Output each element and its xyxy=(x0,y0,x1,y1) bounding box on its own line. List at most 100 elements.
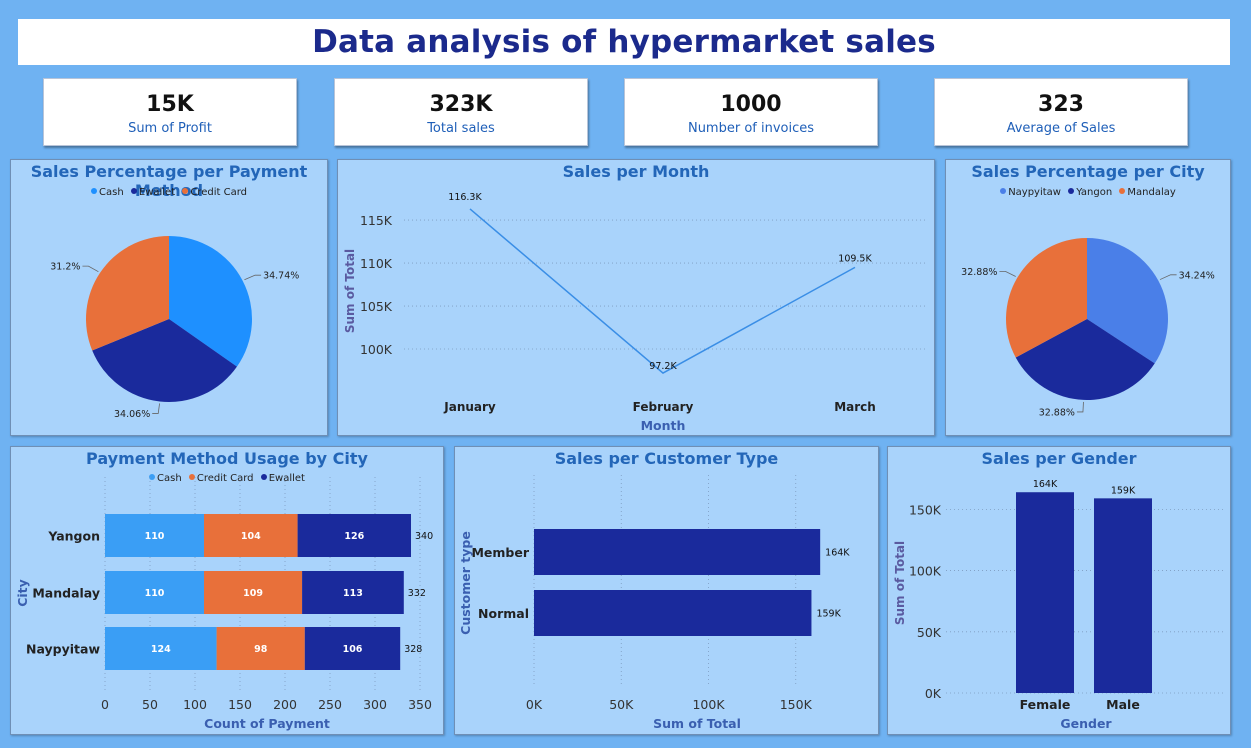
pie-slice xyxy=(1006,238,1087,358)
payment-pie-chart: 34.74% 34.06% 31.2% xyxy=(50,236,299,420)
pie-slice xyxy=(1087,238,1168,364)
city-pie-chart: 34.24% 32.88% 32.88% xyxy=(961,238,1215,418)
y-tick-label: 115K xyxy=(360,213,393,228)
total-label: 332 xyxy=(408,588,426,599)
legend-item: Yangon xyxy=(1068,187,1112,198)
bar xyxy=(534,529,821,575)
total-label: 340 xyxy=(415,531,433,542)
legend-item: Ewallet xyxy=(260,473,305,484)
y-tick-label: Yangon xyxy=(47,529,100,544)
pie-data-label: 34.24% xyxy=(1179,270,1215,281)
pie-leader-line xyxy=(1159,274,1177,280)
x-axis-title: Sum of Total xyxy=(653,716,741,731)
month-line-chart: 100K 105K 110K 115K 116.3K January 97.2K Februa… xyxy=(343,192,928,433)
y-tick-label: 100K xyxy=(909,564,942,579)
data-label: 97.2K xyxy=(649,361,677,372)
bar xyxy=(1016,492,1074,693)
line-series xyxy=(469,208,856,374)
segment-label: 126 xyxy=(344,531,364,542)
x-axis-title: Month xyxy=(641,418,686,433)
pie-leader-line xyxy=(1076,401,1084,413)
kpi-label: Sum of Profit xyxy=(128,121,212,136)
legend-dot-icon xyxy=(188,474,195,480)
pie-data-label: 34.74% xyxy=(263,271,299,282)
kpi-card-profit[interactable]: 15K Sum of Profit xyxy=(43,78,297,146)
legend-item: Credit Card xyxy=(188,473,254,484)
kpi-card-total-sales[interactable]: 323K Total sales xyxy=(334,78,588,146)
bottom-strip xyxy=(0,744,1251,748)
pie-leader-line xyxy=(82,265,99,273)
pie-data-label: 32.88% xyxy=(1039,407,1075,418)
y-axis-title: City xyxy=(15,579,30,607)
y-tick-label: 100K xyxy=(360,342,393,357)
y-tick-label: 105K xyxy=(360,299,393,314)
payment-city-panel[interactable]: Payment Method Usage by City Cash Credit… xyxy=(10,446,444,735)
payment-pie-panel[interactable]: Sales Percentage per Payment Method Cash… xyxy=(10,159,328,436)
x-tick-label: 100K xyxy=(692,697,725,712)
legend-dot-icon xyxy=(182,188,189,194)
x-tick-label: 50K xyxy=(609,697,634,712)
x-tick-label: 300 xyxy=(363,697,387,712)
x-tick-label: January xyxy=(443,400,496,414)
x-axis-title: Gender xyxy=(1060,716,1112,731)
chart-legend: Naypyitaw Yangon Mandalay xyxy=(946,187,1230,198)
x-tick-label: 0K xyxy=(526,697,543,712)
chart-title: Sales per Customer Type xyxy=(554,449,779,468)
segment-label: 98 xyxy=(254,644,268,655)
y-tick-label: 110K xyxy=(360,256,393,271)
pie-slice xyxy=(92,319,237,402)
dashboard-title: Data analysis of hypermarket sales xyxy=(312,24,936,60)
x-tick-label: 0 xyxy=(101,697,109,712)
pie-leader-line xyxy=(152,403,160,414)
customer-type-panel[interactable]: Sales per Customer Type 0K 50K 100K 150K 164… xyxy=(454,446,879,735)
payment-city-chart: 0 50 100 150 200 250 300 350 110 104 126 340 Yangon 1… xyxy=(15,477,433,731)
y-tick-label: Member xyxy=(471,545,529,560)
pie-slice xyxy=(86,236,169,351)
pie-data-label: 32.88% xyxy=(961,267,997,278)
y-axis-title: Customer type xyxy=(458,531,473,635)
data-label: 116.3K xyxy=(448,192,482,203)
kpi-value: 15K xyxy=(146,92,194,117)
chart-title: Sales Percentage per Payment Method xyxy=(30,162,308,200)
segment-label: 124 xyxy=(151,644,171,655)
legend-dot-icon xyxy=(91,188,98,194)
y-axis-title: Sum of Total xyxy=(893,541,907,625)
pie-slice xyxy=(1015,319,1155,400)
x-tick-label: 100 xyxy=(183,697,207,712)
chart-legend: Cash Ewallet Credit Card xyxy=(11,187,327,198)
segment-label: 104 xyxy=(241,531,261,542)
kpi-label: Average of Sales xyxy=(1006,121,1116,136)
month-line-panel[interactable]: Sales per Month 100K 105K 110K 115K 116.3K Ja… xyxy=(337,159,935,436)
y-axis-title: Sum of Total xyxy=(343,249,357,333)
kpi-card-invoices[interactable]: 1000 Number of invoices xyxy=(624,78,878,146)
gender-panel[interactable]: Sales per Gender 0K 50K 100K 150K 164K Female… xyxy=(887,446,1231,735)
legend-dot-icon xyxy=(260,474,267,480)
y-tick-label: 0K xyxy=(925,686,942,701)
customer-type-chart: 0K 50K 100K 150K 164K Member 159K Normal Sum of … xyxy=(458,475,850,731)
x-tick-label: 150 xyxy=(228,697,252,712)
y-tick-label: Mandalay xyxy=(32,586,100,601)
x-tick-label: 150K xyxy=(780,697,813,712)
kpi-label: Number of invoices xyxy=(687,121,815,136)
kpi-card-average-sales[interactable]: 323 Average of Sales xyxy=(934,78,1188,146)
kpi-value: 323K xyxy=(429,92,493,117)
city-pie-panel[interactable]: Sales Percentage per City Naypyitaw Yang… xyxy=(945,159,1231,436)
stacked-bar-segment xyxy=(302,571,404,614)
x-tick-label: 200 xyxy=(273,697,297,712)
pie-slice xyxy=(169,236,252,367)
stacked-bar-segment xyxy=(105,514,204,557)
stacked-bar-segment xyxy=(216,627,305,670)
legend-dot-icon xyxy=(1000,188,1007,194)
legend-dot-icon xyxy=(1119,188,1126,194)
pie-data-label: 31.2% xyxy=(50,262,80,273)
pie-leader-line xyxy=(244,274,262,281)
kpi-value: 1000 xyxy=(720,92,782,117)
segment-label: 110 xyxy=(145,588,165,599)
dashboard-title-bar: Data analysis of hypermarket sales xyxy=(18,19,1230,65)
legend-item: Cash xyxy=(149,473,182,484)
stacked-bar-segment xyxy=(105,571,204,614)
stacked-bar-segment xyxy=(204,514,298,557)
segment-label: 106 xyxy=(343,644,363,655)
data-label: 164K xyxy=(825,548,850,559)
x-tick-label: 250 xyxy=(318,697,342,712)
